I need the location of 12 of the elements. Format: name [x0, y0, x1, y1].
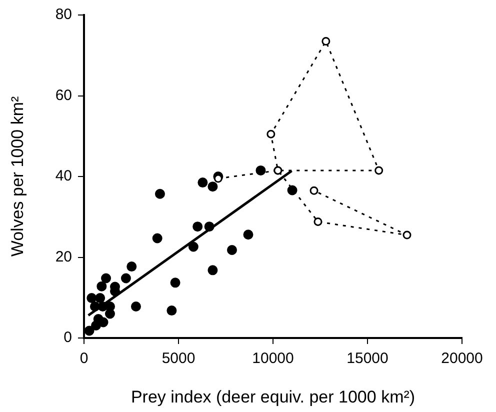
x-tick-label: 10000: [252, 350, 294, 368]
y-tick-label: 60: [55, 86, 72, 104]
x-tick-label: 5000: [162, 350, 196, 368]
y-tick-label: 0: [64, 329, 72, 346]
x-tick-label: 15000: [346, 350, 388, 368]
y-axis-title: Wolves per 1000 km²: [8, 96, 27, 257]
y-tick-label: 40: [55, 168, 72, 185]
y-tick-label: 80: [55, 6, 72, 24]
x-tick-label: 0: [80, 350, 88, 368]
x-axis-title: Prey index (deer equiv. per 1000 km²): [130, 387, 416, 406]
x-tick-label: 20000: [441, 350, 483, 368]
y-tick-label: 20: [55, 248, 72, 266]
